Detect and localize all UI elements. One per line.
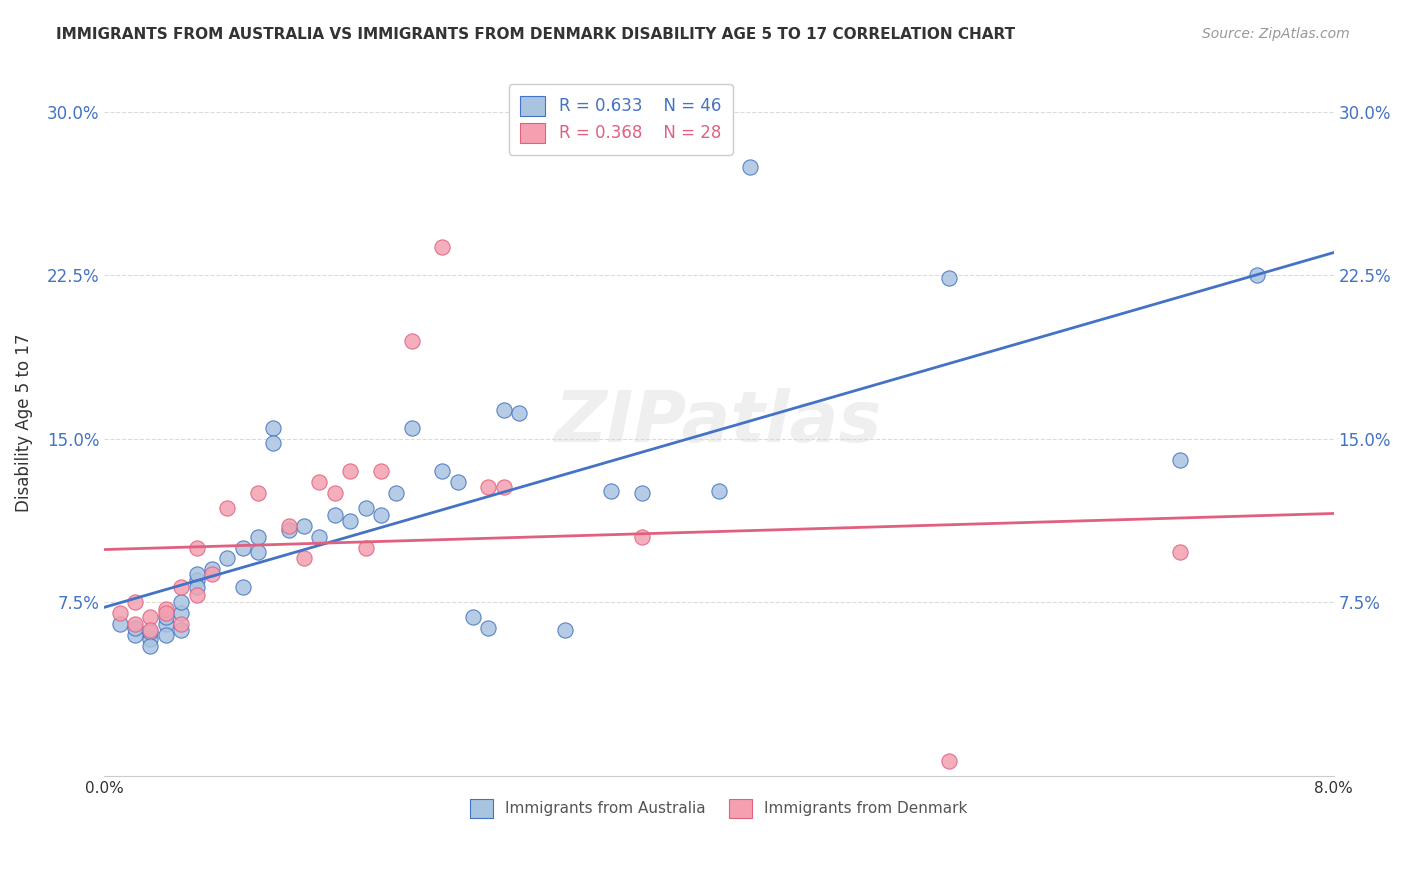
Point (277, 518, 299, 533)
Point (124, 595, 146, 609)
Point (247, 486, 270, 500)
Point (139, 639, 162, 653)
Point (155, 601, 177, 615)
Point (155, 606, 177, 620)
Point (170, 606, 193, 620)
Y-axis label: Disability Age 5 to 17: Disability Age 5 to 17 (15, 333, 32, 512)
Point (432, 464, 454, 478)
Point (186, 580, 208, 594)
Point (124, 627, 146, 641)
Point (432, 240, 454, 254)
Point (707, 483, 730, 498)
Point (354, 541, 377, 555)
Point (217, 501, 239, 516)
Legend: Immigrants from Australia, Immigrants from Denmark: Immigrants from Australia, Immigrants fr… (463, 791, 976, 825)
Point (554, 624, 576, 638)
Point (139, 624, 162, 638)
Point (1246, 268, 1268, 283)
Point (323, 486, 346, 500)
Point (401, 421, 423, 435)
Point (139, 610, 162, 624)
Point (201, 566, 224, 581)
Point (247, 545, 270, 559)
Point (170, 616, 193, 631)
Point (262, 421, 284, 435)
Point (262, 436, 284, 450)
Point (385, 486, 408, 500)
Point (186, 566, 208, 581)
Point (155, 616, 177, 631)
Point (631, 486, 654, 500)
Point (155, 627, 177, 641)
Point (631, 530, 654, 544)
Point (600, 483, 623, 498)
Point (938, 270, 960, 285)
Point (461, 610, 484, 624)
Point (1168, 545, 1191, 559)
Point (232, 541, 254, 555)
Point (354, 501, 377, 516)
Point (308, 530, 330, 544)
Point (124, 621, 146, 635)
Point (339, 515, 361, 529)
Point (370, 508, 392, 522)
Point (186, 589, 208, 603)
Point (938, 754, 960, 768)
Point (170, 595, 193, 609)
Point (477, 621, 499, 635)
Point (108, 606, 131, 620)
Point (277, 523, 299, 537)
Point (186, 541, 208, 555)
Point (232, 580, 254, 594)
Point (124, 616, 146, 631)
Point (139, 625, 162, 640)
Text: ZIPatlas: ZIPatlas (555, 388, 883, 457)
Point (170, 580, 193, 594)
Point (186, 573, 208, 587)
Point (308, 475, 330, 490)
Point (247, 530, 270, 544)
Point (292, 518, 315, 533)
Text: IMMIGRANTS FROM AUSTRALIA VS IMMIGRANTS FROM DENMARK DISABILITY AGE 5 TO 17 CORR: IMMIGRANTS FROM AUSTRALIA VS IMMIGRANTS … (56, 27, 1015, 42)
Point (217, 551, 239, 566)
Point (492, 479, 515, 493)
Point (108, 616, 131, 631)
Point (201, 562, 224, 576)
Point (477, 479, 499, 493)
Point (292, 551, 315, 566)
Point (323, 508, 346, 522)
Point (370, 464, 392, 478)
Point (155, 610, 177, 624)
Point (492, 403, 515, 417)
Point (139, 632, 162, 646)
Point (1168, 453, 1191, 467)
Point (508, 405, 530, 419)
Point (339, 464, 361, 478)
Point (401, 334, 423, 348)
Text: Source: ZipAtlas.com: Source: ZipAtlas.com (1202, 27, 1350, 41)
Point (738, 160, 761, 174)
Point (170, 624, 193, 638)
Point (447, 475, 470, 490)
